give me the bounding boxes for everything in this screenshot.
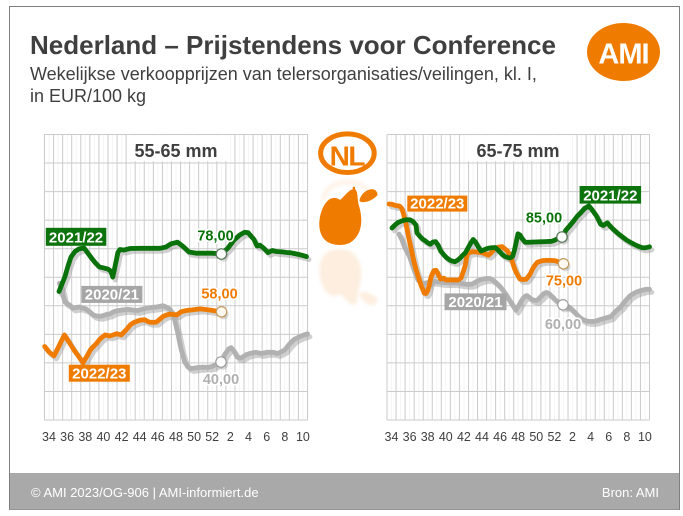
svg-text:46: 46 <box>151 430 165 444</box>
svg-text:34: 34 <box>385 430 399 444</box>
svg-text:42: 42 <box>457 430 471 444</box>
svg-text:2020/21: 2020/21 <box>448 294 502 311</box>
svg-text:NL: NL <box>330 140 366 171</box>
svg-text:78,00: 78,00 <box>197 228 233 244</box>
svg-text:2022/23: 2022/23 <box>72 366 126 383</box>
svg-text:8: 8 <box>623 430 630 444</box>
svg-text:85,00: 85,00 <box>526 211 562 227</box>
svg-text:42: 42 <box>115 430 129 444</box>
svg-text:52: 52 <box>205 430 219 444</box>
svg-text:44: 44 <box>133 430 147 444</box>
svg-text:38: 38 <box>421 430 435 444</box>
svg-text:55-65 mm: 55-65 mm <box>134 141 217 161</box>
svg-text:40,00: 40,00 <box>203 372 239 388</box>
svg-text:2021/22: 2021/22 <box>583 187 637 204</box>
svg-text:60,00: 60,00 <box>545 317 581 333</box>
svg-text:40: 40 <box>439 430 453 444</box>
svg-text:© AMI 2023/OG-906 | AMI-inform: © AMI 2023/OG-906 | AMI-informiert.de <box>31 485 259 500</box>
svg-text:46: 46 <box>493 430 507 444</box>
svg-text:50: 50 <box>187 430 201 444</box>
svg-text:4: 4 <box>587 430 594 444</box>
svg-text:50: 50 <box>529 430 543 444</box>
svg-text:2020/21: 2020/21 <box>85 287 139 304</box>
svg-text:48: 48 <box>511 430 525 444</box>
svg-text:Bron: AMI: Bron: AMI <box>602 485 659 500</box>
svg-text:2022/23: 2022/23 <box>410 195 464 212</box>
svg-text:36: 36 <box>60 430 74 444</box>
svg-text:2: 2 <box>569 430 576 444</box>
svg-text:36: 36 <box>403 430 417 444</box>
svg-text:58,00: 58,00 <box>201 287 237 303</box>
svg-text:2021/22: 2021/22 <box>49 230 103 247</box>
svg-text:40: 40 <box>96 430 110 444</box>
svg-text:48: 48 <box>169 430 183 444</box>
svg-text:44: 44 <box>475 430 489 444</box>
svg-text:6: 6 <box>605 430 612 444</box>
svg-text:10: 10 <box>296 430 310 444</box>
svg-text:34: 34 <box>42 430 56 444</box>
svg-text:4: 4 <box>245 430 252 444</box>
svg-text:75,00: 75,00 <box>546 274 582 290</box>
svg-text:65-75 mm: 65-75 mm <box>476 141 559 161</box>
svg-text:8: 8 <box>281 430 288 444</box>
svg-text:6: 6 <box>263 430 270 444</box>
svg-text:2: 2 <box>227 430 234 444</box>
svg-text:AMI: AMI <box>598 39 648 71</box>
svg-text:52: 52 <box>547 430 561 444</box>
svg-text:10: 10 <box>638 430 652 444</box>
svg-text:38: 38 <box>78 430 92 444</box>
